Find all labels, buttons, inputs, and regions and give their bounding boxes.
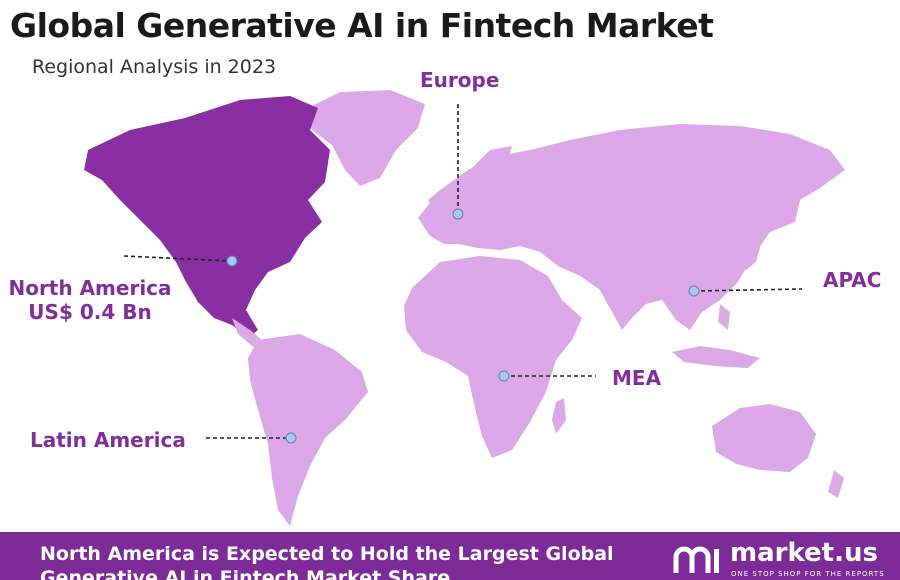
north-america-label: North America	[8, 276, 172, 300]
africa-shape	[404, 256, 582, 458]
apac-label: APAC	[823, 268, 882, 292]
mea-label: MEA	[612, 366, 662, 390]
north-america-shape[interactable]	[84, 96, 330, 338]
apac-marker[interactable]	[688, 285, 700, 297]
latin-america-label: Latin America	[30, 428, 186, 452]
north-america-label-group: North America US$ 0.4 Bn	[8, 276, 172, 324]
philippines-shape	[718, 304, 730, 330]
mea-marker[interactable]	[498, 370, 510, 382]
indonesia-shape	[672, 346, 760, 368]
brand-tagline: ONE STOP SHOP FOR THE REPORTS	[731, 570, 885, 578]
latin-america-marker[interactable]	[285, 432, 297, 444]
leader-lines	[123, 104, 803, 439]
madagascar-shape	[552, 398, 566, 434]
eurasia-shape	[418, 124, 845, 330]
greenland-shape	[300, 90, 425, 186]
south-america-shape	[248, 334, 368, 526]
footer-banner: North America is Expected to Hold the La…	[0, 532, 900, 580]
scandinavia-shape	[462, 146, 512, 200]
footer-text: North America is Expected to Hold the La…	[40, 543, 614, 580]
uk-shape	[428, 190, 446, 216]
north-america-value: US$ 0.4 Bn	[28, 300, 152, 324]
market-us-logo-icon	[673, 546, 719, 573]
new-zealand-shape	[828, 470, 844, 498]
europe-label: Europe	[420, 68, 500, 92]
australia-shape	[712, 404, 816, 472]
region-markers	[226, 208, 700, 444]
page-title: Global Generative AI in Fintech Market	[10, 6, 714, 45]
page-subtitle: Regional Analysis in 2023	[32, 56, 277, 78]
europe-marker[interactable]	[452, 208, 464, 220]
japan-shape	[744, 228, 762, 270]
brand-name[interactable]: market.us	[730, 538, 878, 568]
north-america-marker[interactable]	[226, 255, 238, 267]
north-america-leader-line	[123, 255, 231, 262]
